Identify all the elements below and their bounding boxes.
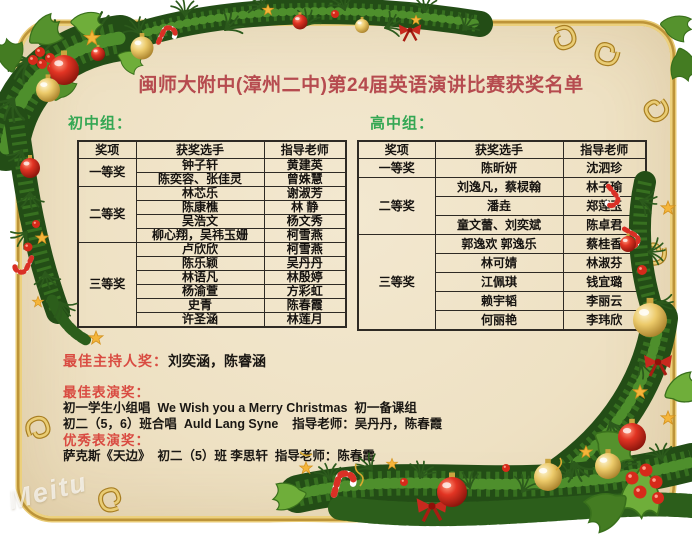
winner-cell: 柳心翔，吴祎玉姗 (135, 228, 265, 243)
teacher-cell: 杨文秀 (263, 214, 347, 229)
table-row: 三等奖 郭逸欢 郭逸乐 蔡桂香 (357, 234, 647, 331)
teacher-cell: 林 静 (263, 200, 347, 215)
winner-cell: 江佩琪 (434, 272, 564, 292)
group-label-junior: 初中组： (68, 115, 133, 132)
winner-cell: 刘逸凡，蔡棂翰 (434, 177, 564, 197)
table-row: 一等奖 陈昕妍 沈泗珍 (357, 158, 647, 178)
header-row: 奖项 获奖选手 指导老师 (357, 140, 647, 159)
table-row: 一等奖 钟子轩 黄建英 (77, 158, 347, 187)
winner-cell: 陈奕容、张佳灵 (135, 172, 265, 187)
table-row: 三等奖 卢欣欣 柯雪燕 (77, 242, 347, 328)
teacher-cell: 陈卓君 (562, 215, 647, 235)
teacher-cell: 林淑芬 (562, 253, 647, 273)
teacher-cell: 沈泗珍 (562, 158, 647, 178)
teacher-cell: 李丽云 (562, 291, 647, 311)
table-row: 史青 陈春霞 (78, 298, 347, 313)
table-row: 陈奕容、张佳灵 曾姝慧 (78, 172, 347, 187)
winner-cell: 史青 (135, 298, 265, 313)
table-row: 童文蕾、刘奕斌 陈卓君 (358, 215, 647, 235)
best-host-label: 最佳主持人奖： (63, 353, 168, 369)
teacher-cell: 方彩虹 (263, 284, 347, 299)
teacher-cell: 林子瑜 (562, 177, 647, 197)
teacher-cell: 陈春霞 (263, 298, 347, 313)
table-row: 二等奖 刘逸凡，蔡棂翰 林子瑜 (357, 177, 647, 235)
winner-cell: 钟子轩 (135, 158, 265, 173)
teacher-cell: 黄建英 (263, 158, 347, 173)
awards-table-senior: 奖项 获奖选手 指导老师 一等奖 陈昕妍 沈泗珍 二等奖 刘逸凡，蔡棂翰 林子瑜 潘垚 郑莲玉 童文蕾… (357, 140, 647, 331)
teacher-cell: 郑莲玉 (562, 196, 647, 216)
winner-cell: 杨渝萱 (135, 284, 265, 299)
column-header: 获奖选手 (434, 140, 564, 159)
table-row: 柳心翔，吴祎玉姗 柯雪燕 (78, 228, 347, 243)
table-row: 许圣涵 林莲月 (78, 312, 347, 328)
winner-cell: 陈昕妍 (434, 158, 564, 178)
award-rank-cell: 一等奖 (357, 158, 436, 178)
winner-cell: 林语凡 (135, 270, 265, 285)
award-rank-cell: 三等奖 (357, 234, 436, 331)
winner-cell: 童文蕾、刘奕斌 (434, 215, 564, 235)
winner-cell: 潘垚 (434, 196, 564, 216)
table-row: 吴浩文 杨文秀 (78, 214, 347, 229)
winner-cell: 陈乐颖 (135, 256, 265, 271)
teacher-cell: 蔡桂香 (562, 234, 647, 254)
teacher-cell: 钱宜璐 (562, 272, 647, 292)
winner-cell: 林芯乐 (135, 186, 265, 201)
column-header: 奖项 (357, 140, 436, 159)
teacher-cell: 林莲月 (263, 312, 347, 328)
best-host-line: 最佳主持人奖：刘奕涵，陈睿涵 (63, 351, 266, 371)
award-rank-cell: 三等奖 (77, 242, 137, 328)
best-performance-line-2: 初二（5，6）班合唱 Auld Lang Syne 指导老师：吴丹丹，陈春霞 (63, 417, 443, 431)
best-host-names: 刘奕涵，陈睿涵 (168, 353, 266, 369)
column-header: 指导老师 (263, 140, 347, 159)
table-row: 二等奖 林芯乐 谢淑芳 (77, 186, 347, 243)
best-performance-line-1: 初一学生小组唱 We Wish you a Merry Christmas 初一… (63, 401, 417, 415)
winner-cell: 何丽艳 (434, 310, 564, 331)
teacher-cell: 林殷婷 (263, 270, 347, 285)
teacher-cell: 曾姝慧 (263, 172, 347, 187)
winner-cell: 陈康樵 (135, 200, 265, 215)
winner-cell: 许圣涵 (135, 312, 265, 328)
excellent-performance-line: 萨克斯《天边》 初二（5）班 李思轩 指导老师：陈春霞 (63, 449, 375, 463)
teacher-cell: 李玮欣 (562, 310, 647, 331)
award-rank-cell: 一等奖 (77, 158, 137, 187)
award-rank-cell: 二等奖 (77, 186, 137, 243)
teacher-cell: 柯雪燕 (263, 228, 347, 243)
winner-cell: 吴浩文 (135, 214, 265, 229)
winner-cell: 郭逸欢 郭逸乐 (434, 234, 564, 254)
header-row: 奖项 获奖选手 指导老师 (77, 140, 347, 159)
winner-cell: 林可婧 (434, 253, 564, 273)
column-header: 指导老师 (562, 140, 647, 159)
excellent-performance-label: 优秀表演奖： (63, 433, 150, 448)
table-row: 江佩琪 钱宜璐 (358, 272, 647, 292)
group-label-senior: 高中组： (370, 115, 435, 132)
award-rank-cell: 二等奖 (357, 177, 436, 235)
page-title: 闽师大附中(漳州二中)第24届英语演讲比赛获奖名单 (138, 75, 584, 96)
awards-table-junior: 奖项 获奖选手 指导老师 一等奖 钟子轩 黄建英 陈奕容、张佳灵 曾姝慧 二等奖 林芯乐 谢淑芳 陈康… (77, 140, 347, 328)
column-header: 获奖选手 (135, 140, 265, 159)
teacher-cell: 谢淑芳 (263, 186, 347, 201)
best-performance-label: 最佳表演奖： (63, 385, 150, 400)
winner-cell: 卢欣欣 (135, 242, 265, 257)
winner-cell: 赖宇韬 (434, 291, 564, 311)
teacher-cell: 柯雪燕 (263, 242, 347, 257)
teacher-cell: 吴丹丹 (263, 256, 347, 271)
column-header: 奖项 (77, 140, 137, 159)
